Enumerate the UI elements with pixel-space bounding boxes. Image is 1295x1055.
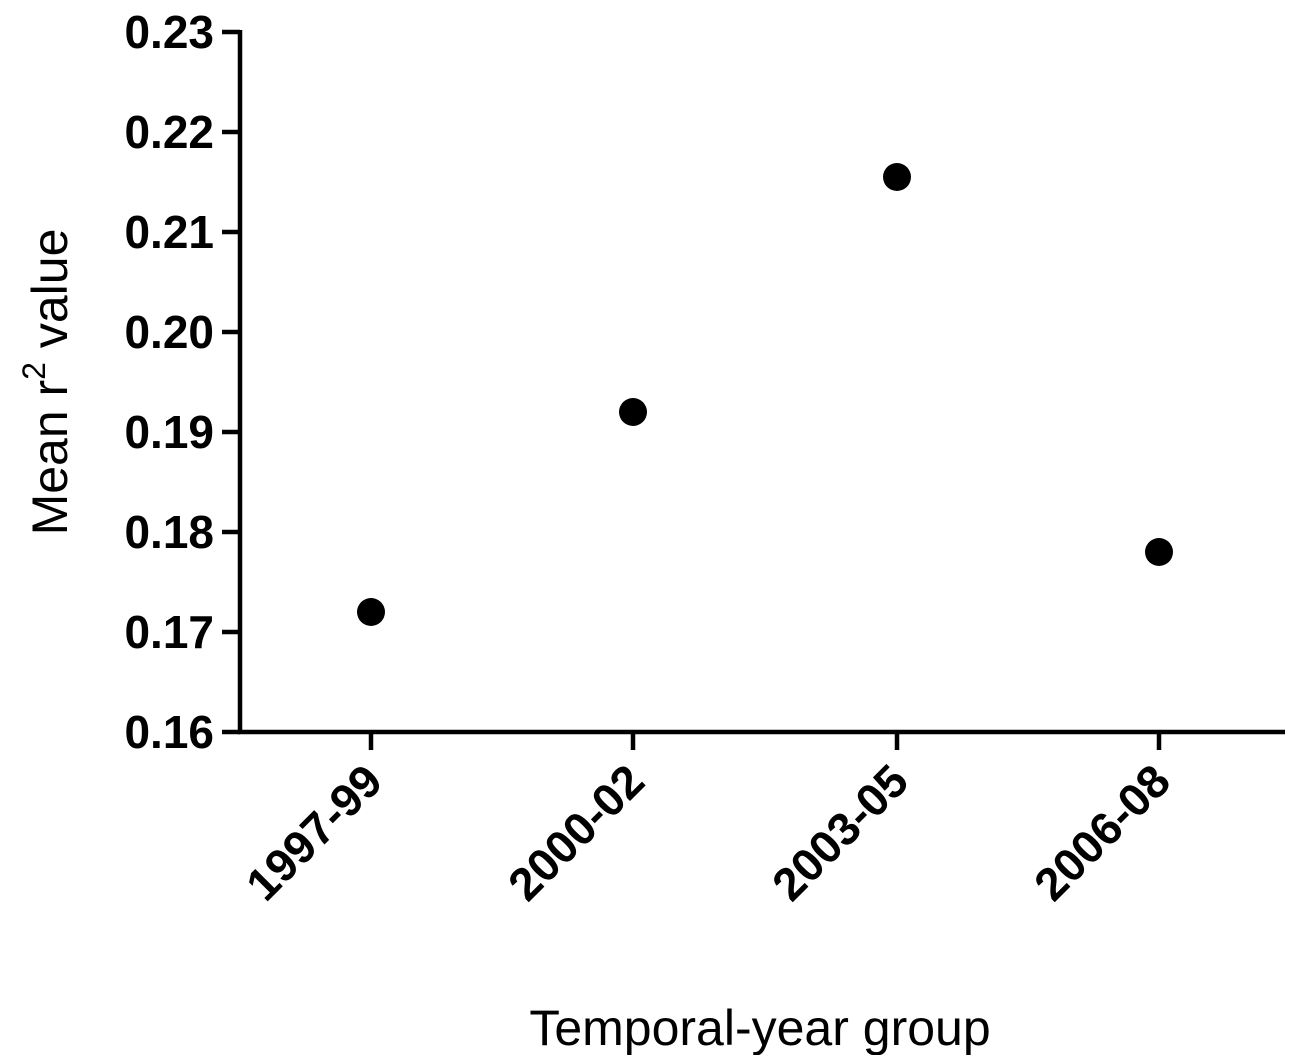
x-tick-label: 1997-99 xyxy=(236,754,392,910)
data-point xyxy=(1145,538,1173,566)
y-tick-label: 0.16 xyxy=(124,706,214,758)
y-tick-label: 0.23 xyxy=(124,6,214,58)
y-axis-title-suffix: value xyxy=(22,229,78,362)
data-point xyxy=(619,398,647,426)
data-points xyxy=(357,163,1173,626)
y-axis-title: Mean r2 value xyxy=(16,229,78,536)
y-tick-label: 0.17 xyxy=(124,606,214,658)
y-tick-label: 0.22 xyxy=(124,106,214,158)
x-tick-label: 2006-08 xyxy=(1024,754,1180,910)
data-point xyxy=(883,163,911,191)
data-point xyxy=(357,598,385,626)
y-axis-title-superscript: 2 xyxy=(16,362,52,380)
y-axis-title-prefix: Mean r xyxy=(22,380,78,536)
x-tick-label: 2003-05 xyxy=(762,754,918,910)
y-tick-label: 0.19 xyxy=(124,406,214,458)
y-axis-ticks: 0.16 0.17 0.18 0.19 0.20 0.21 0.22 0.23 xyxy=(124,6,240,758)
x-axis-title: Temporal-year group xyxy=(529,1000,990,1055)
x-axis-ticks: 1997-99 2000-02 2003-05 2006-08 xyxy=(236,732,1180,910)
y-tick-label: 0.20 xyxy=(124,306,214,358)
x-tick-label: 2000-02 xyxy=(498,754,654,910)
y-tick-label: 0.18 xyxy=(124,506,214,558)
axes-frame xyxy=(237,30,1285,735)
y-tick-label: 0.21 xyxy=(124,206,214,258)
